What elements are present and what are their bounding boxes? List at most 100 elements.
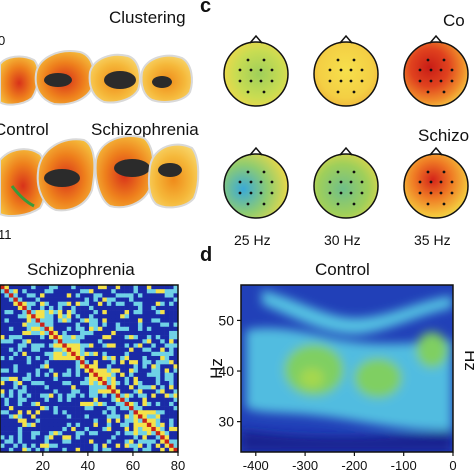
matrix-cell [120,364,125,369]
matrix-cell [62,414,68,419]
matrix-cell [120,443,125,449]
matrix-cell [173,318,179,323]
matrix-cell [48,443,54,449]
matrix-cell [89,293,94,298]
matrix-cell [120,289,125,294]
matrix-cell [106,393,112,399]
matrix-cell [115,293,121,298]
matrix-cell [62,310,68,315]
matrix-cell [106,431,112,436]
matrix-cell [129,347,134,353]
matrix-cell [93,289,99,294]
matrix-cell [8,439,14,444]
matrix-cell [31,372,36,378]
matrix-cell [26,381,32,386]
matrix-cell [75,431,81,436]
matrix-cell [129,326,134,332]
matrix-cell [31,289,36,294]
matrix-cell [137,393,143,399]
matrix-cell [160,439,165,444]
matrix-cell [62,343,68,348]
matrix-cell [57,355,63,361]
matrix-cell [35,393,41,399]
matrix-cell [124,343,130,348]
matrix-cell [173,326,179,332]
matrix-cell [62,385,68,390]
matrix-cell [57,289,63,294]
matrix-cell [17,360,23,365]
matrix-cell [48,355,54,361]
matrix-cell [13,443,19,449]
matrix-cell [53,389,59,394]
matrix-cell [120,355,125,361]
matrix-cell [133,372,139,378]
matrix-cell [173,335,179,340]
matrix-cell [106,339,112,344]
matrix-cell [22,297,27,302]
matrix-cell [129,335,134,340]
matrix-cell [146,310,152,315]
matrix-cell [80,435,85,440]
matrix-cell [155,372,161,378]
matrix-cell [62,401,68,407]
matrix-cell [35,422,41,428]
matrix-cell [129,447,134,453]
matrix-cell [160,318,165,323]
matrix-cell [0,397,5,403]
matrix-cell [35,322,41,328]
matrix-cell [8,351,14,357]
matrix-cell [169,439,174,444]
matrix-cell [169,393,174,399]
matrix-cell [155,326,161,332]
matrix-cell [142,310,148,315]
matrix-cell [4,297,10,302]
matrix-cell [137,310,143,315]
matrix-cell [8,330,14,336]
matrix-cell [62,339,68,344]
matrix-cell [97,326,103,332]
matrix-cell [26,326,32,332]
matrix-cell [66,418,72,424]
tf-x-tick-label: -100 [391,458,417,473]
matrix-cell [71,376,76,382]
matrix-cell [26,360,32,365]
matrix-cell [102,439,108,444]
matrix-cell [120,431,125,436]
matrix-cell [31,347,36,353]
matrix-cell [102,360,108,365]
matrix-cell [17,368,23,373]
matrix-cell [31,285,36,290]
matrix-cell [155,301,161,307]
matrix-cell [66,443,72,449]
matrix-cell [133,326,139,332]
matrix-cell [160,289,165,294]
matrix-cell [53,364,59,369]
matrix-cell [93,397,99,403]
matrix-cell [155,422,161,428]
matrix-cell [146,393,152,399]
matrix-cell [115,426,121,432]
matrix-cell [75,401,81,407]
matrix-cell [62,368,68,373]
matrix-cell [93,364,99,369]
matrix-cell [31,318,36,323]
matrix-cell [106,426,112,432]
matrix-cell [48,426,54,432]
freq-label-30: 30 Hz [324,232,361,248]
matrix-cell [0,435,5,440]
matrix-cell [151,360,157,365]
matrix-cell [31,439,36,444]
matrix-cell [115,339,121,344]
tf-x-tick-label: -200 [341,458,367,473]
matrix-cell [62,355,68,361]
matrix-cell [151,385,157,390]
matrix-cell [4,360,10,365]
matrix-cell [155,360,161,365]
matrix-cell [84,285,90,290]
matrix-cell [48,289,54,294]
matrix-cell [93,322,99,328]
matrix-cell [111,339,116,344]
control-label: Control [0,120,49,139]
matrix-cell [133,447,139,453]
matrix-cell [160,410,165,415]
